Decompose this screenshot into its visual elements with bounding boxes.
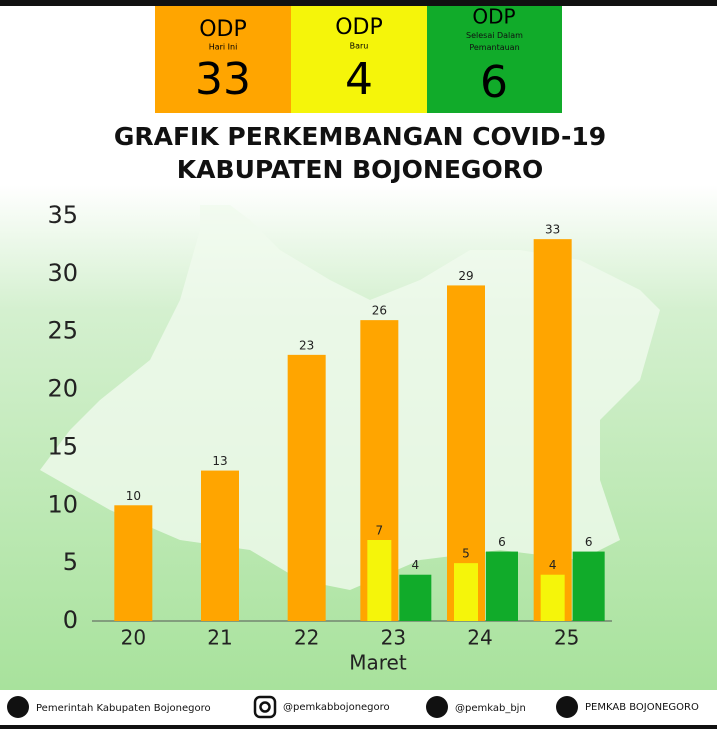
y-tick-label: 20 <box>47 375 78 403</box>
box-title: ODP <box>335 15 383 40</box>
x-tick-label: 23 <box>381 626 406 650</box>
chart-title: GRAFIK PERKEMBANGAN COVID-19 <box>114 122 606 151</box>
box-green <box>427 6 562 113</box>
data-label: 13 <box>212 454 227 468</box>
bar <box>367 540 392 621</box>
x-tick-label: 24 <box>467 626 492 650</box>
box-subtitle-wrap: Selesai Dalam Pemantauan <box>466 31 523 52</box>
youtube-icon[interactable] <box>556 696 578 718</box>
map-shape <box>40 205 660 590</box>
bar <box>201 470 239 621</box>
y-tick-label: 25 <box>47 317 78 345</box>
bottom-bar <box>0 725 717 729</box>
box-value: 4 <box>345 54 373 105</box>
footer-item: @pemkabbojonegoro <box>283 702 390 713</box>
bar <box>114 505 153 621</box>
bar <box>486 551 518 621</box>
y-tick-label: 0 <box>63 606 78 634</box>
x-tick-label: 25 <box>554 626 579 650</box>
data-label: 4 <box>412 558 420 572</box>
box-subtitle: Hari Ini <box>209 43 238 52</box>
x-tick-label: 21 <box>207 626 232 650</box>
bar <box>540 574 565 621</box>
y-tick-label: 15 <box>47 432 78 460</box>
data-label: 6 <box>498 535 506 549</box>
box-orange <box>155 6 291 113</box>
data-label: 7 <box>376 524 384 538</box>
data-label: 6 <box>585 535 593 549</box>
x-tick-label: 20 <box>121 626 146 650</box>
data-label: 23 <box>299 338 314 352</box>
box-value: 33 <box>195 54 251 105</box>
bar <box>399 574 432 621</box>
y-tick-label: 10 <box>47 490 78 518</box>
bar <box>572 551 605 621</box>
instagram-icon[interactable] <box>253 695 277 719</box>
data-label: 10 <box>126 489 141 503</box>
box-value: 6 <box>480 57 508 108</box>
y-tick-label: 5 <box>63 548 78 576</box>
data-label: 33 <box>545 223 560 237</box>
facebook-icon[interactable] <box>7 696 29 718</box>
instagram-icon-lens <box>259 701 271 713</box>
box-yellow <box>291 6 427 113</box>
data-label: 29 <box>458 269 473 283</box>
footer-item: @pemkab_bjn <box>455 703 526 714</box>
x-axis-label: Maret <box>349 651 407 675</box>
bar <box>533 239 572 621</box>
box-title: ODP <box>199 17 247 42</box>
chart-subtitle: KABUPATEN BOJONEGORO <box>177 155 543 184</box>
bar <box>454 563 478 621</box>
footer-item: PEMKAB BOJONEGORO <box>585 702 699 713</box>
y-tick-label: 35 <box>47 201 78 229</box>
box-title: ODP <box>472 5 515 29</box>
twitter-icon[interactable] <box>426 696 448 718</box>
box-subtitle: Baru <box>350 42 369 51</box>
data-label: 5 <box>462 547 470 561</box>
footer <box>0 690 717 729</box>
box-subtitle: Selesai Dalam Pemantauan <box>466 31 523 52</box>
footer-item: Pemerintah Kabupaten Bojonegoro <box>36 703 211 714</box>
bar <box>287 354 326 621</box>
data-label: 26 <box>372 304 387 318</box>
data-label: 4 <box>549 558 557 572</box>
top-bar <box>0 0 717 6</box>
x-tick-label: 22 <box>294 626 319 650</box>
y-tick-label: 30 <box>47 259 78 287</box>
